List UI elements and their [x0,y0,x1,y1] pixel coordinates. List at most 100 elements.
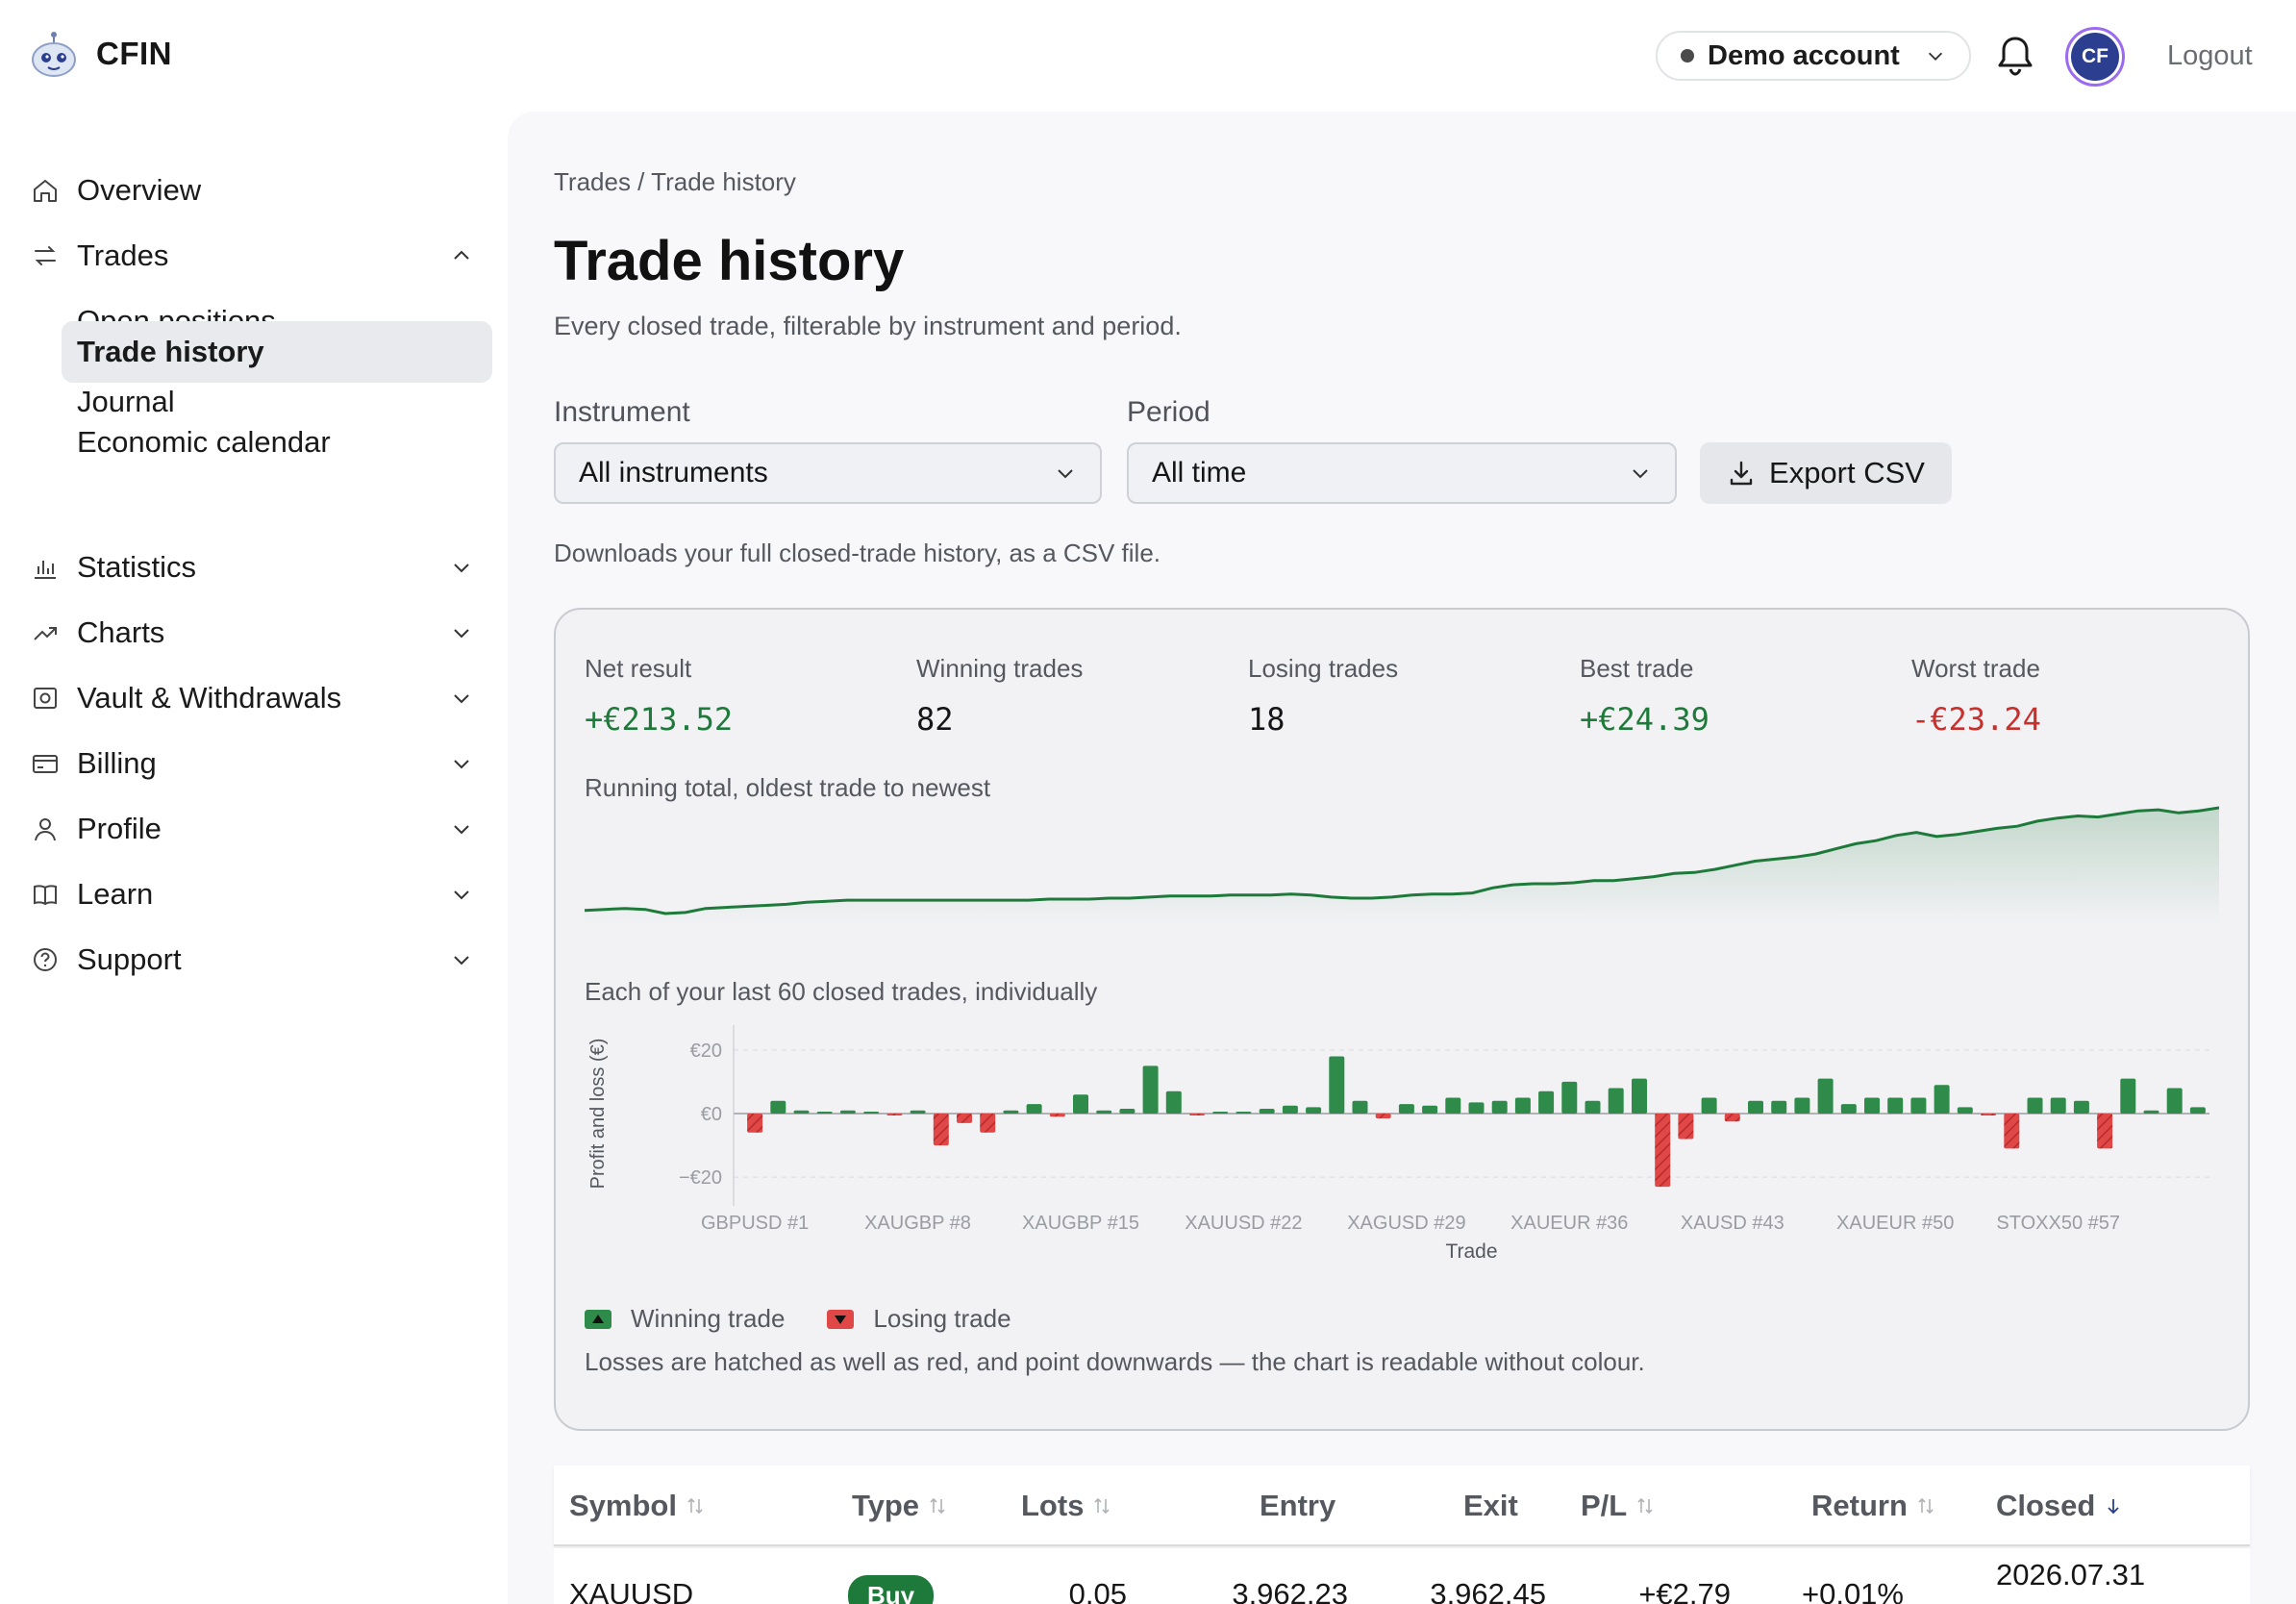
winning-bar[interactable] [1514,1097,1531,1115]
winning-bar[interactable] [2120,1078,2136,1114]
sidebar-subitem-economic-calendar[interactable]: Economic calendar [77,425,331,459]
instrument-select[interactable]: All instruments [554,442,1102,504]
winning-bar[interactable] [839,1110,856,1114]
winning-bar[interactable] [1119,1109,1136,1114]
account-selector[interactable]: Demo account [1656,31,1971,81]
losing-bar[interactable] [747,1114,763,1133]
period-select[interactable]: All time [1127,442,1677,504]
winning-bar[interactable] [1282,1105,1298,1114]
sidebar-item-label: Statistics [77,550,197,584]
sidebar-item-vault[interactable]: Vault & Withdrawals [31,671,492,725]
winning-bar[interactable] [1329,1056,1345,1115]
sidebar-item-overview[interactable]: Overview [31,163,492,217]
losing-bar[interactable] [2004,1114,2020,1149]
winning-bar[interactable] [2027,1097,2043,1115]
logout-link[interactable]: Logout [2167,40,2253,71]
column-symbol[interactable]: Symbol [569,1489,706,1523]
sidebar-item-profile[interactable]: Profile [31,802,492,856]
winning-bar[interactable] [2143,1110,2159,1114]
winning-bar[interactable] [2073,1100,2089,1114]
winning-bar[interactable] [1422,1105,1438,1114]
sidebar-item-statistics[interactable]: Statistics [31,540,492,594]
column-lots[interactable]: Lots [1021,1489,1112,1523]
winning-bar[interactable] [1538,1090,1555,1114]
winning-bar[interactable] [1398,1104,1414,1114]
losing-bar[interactable] [980,1114,996,1133]
losing-bar[interactable] [1724,1114,1740,1122]
losing-bar[interactable] [1375,1114,1391,1118]
sidebar-item-trades[interactable]: Trades [31,229,492,283]
winning-bar[interactable] [1794,1097,1810,1115]
winning-bar[interactable] [863,1112,880,1114]
avatar[interactable]: CF [2065,27,2125,87]
winning-bar[interactable] [2050,1097,2066,1115]
losing-bar[interactable] [2097,1114,2113,1149]
winning-bar[interactable] [1771,1100,1787,1114]
losing-bar[interactable] [933,1114,949,1146]
column-closed[interactable]: Closed [1996,1489,2124,1523]
winning-bar[interactable] [1701,1097,1717,1115]
winning-bar[interactable] [816,1112,833,1114]
winning-bar[interactable] [910,1110,926,1114]
winning-bar[interactable] [1142,1065,1159,1114]
winning-bar[interactable] [1840,1104,1857,1114]
winning-bar[interactable] [770,1100,786,1114]
legend-loss-label: Losing trade [873,1304,1011,1333]
stat-value: +€24.39 [1580,701,1710,738]
winning-bar[interactable] [2166,1088,2183,1115]
winning-bar[interactable] [1468,1102,1485,1114]
brand[interactable]: CFIN [29,29,172,79]
sidebar-item-support[interactable]: Support [31,933,492,987]
winning-bar[interactable] [1259,1109,1275,1114]
sidebar-subitem-trade-history[interactable]: Trade history [62,321,492,383]
winning-bar[interactable] [1073,1094,1088,1114]
column-type[interactable]: Type [852,1489,948,1523]
sidebar-item-charts[interactable]: Charts [31,606,492,660]
winning-bar[interactable] [1887,1097,1904,1115]
winning-bar[interactable] [1864,1097,1880,1115]
winning-bar[interactable] [1212,1112,1229,1114]
winning-bar[interactable] [1585,1100,1601,1114]
column-pl[interactable]: P/L [1581,1489,1656,1523]
sidebar-subitem-journal[interactable]: Journal [77,385,175,418]
winning-bar[interactable] [2189,1107,2206,1114]
export-helper-text: Downloads your full closed-trade history… [554,539,1161,567]
winning-bar[interactable] [1445,1097,1461,1115]
winning-bar[interactable] [1491,1100,1508,1114]
column-entry[interactable]: Entry [1260,1489,1335,1523]
sidebar-item-label: Support [77,942,182,976]
sort-icon [930,1497,945,1515]
winning-bar[interactable] [1096,1110,1112,1114]
losing-bar[interactable] [1981,1114,1997,1115]
x-tick-label: XAUUSD #22 [1185,1213,1302,1234]
winning-bar[interactable] [1632,1078,1647,1114]
winning-bar[interactable] [1608,1088,1624,1115]
winning-bar[interactable] [1306,1107,1322,1114]
winning-bar[interactable] [1561,1081,1578,1114]
winning-bar[interactable] [1352,1100,1368,1114]
losing-bar[interactable] [1189,1114,1205,1115]
column-exit[interactable]: Exit [1463,1489,1518,1523]
winning-bar[interactable] [1003,1110,1019,1114]
export-csv-button[interactable]: Export CSV [1700,442,1952,504]
winning-bar[interactable] [793,1110,810,1114]
losing-bar[interactable] [886,1114,903,1115]
winning-bar[interactable] [1910,1097,1927,1115]
losing-bar[interactable] [1655,1114,1671,1188]
table-row[interactable]: XAUUSD Buy 0.05 3,962.23 3,962.45 +€2.79… [554,1548,2250,1604]
losing-bar[interactable] [1049,1114,1065,1117]
losing-bar[interactable] [957,1114,972,1123]
notification-bell-icon[interactable] [1996,35,2034,77]
losing-bar[interactable] [1678,1114,1694,1140]
sidebar-item-learn[interactable]: Learn [31,867,492,921]
winning-bar[interactable] [1817,1078,1834,1114]
winning-bar[interactable] [1026,1104,1042,1114]
sidebar-item-billing[interactable]: Billing [31,737,492,790]
winning-bar[interactable] [1235,1112,1252,1114]
column-return[interactable]: Return [1811,1489,1936,1523]
winning-bar[interactable] [1165,1090,1182,1114]
sidebar-item-label: Billing [77,746,157,780]
winning-bar[interactable] [1957,1107,1973,1114]
winning-bar[interactable] [1934,1085,1950,1114]
winning-bar[interactable] [1748,1100,1763,1114]
